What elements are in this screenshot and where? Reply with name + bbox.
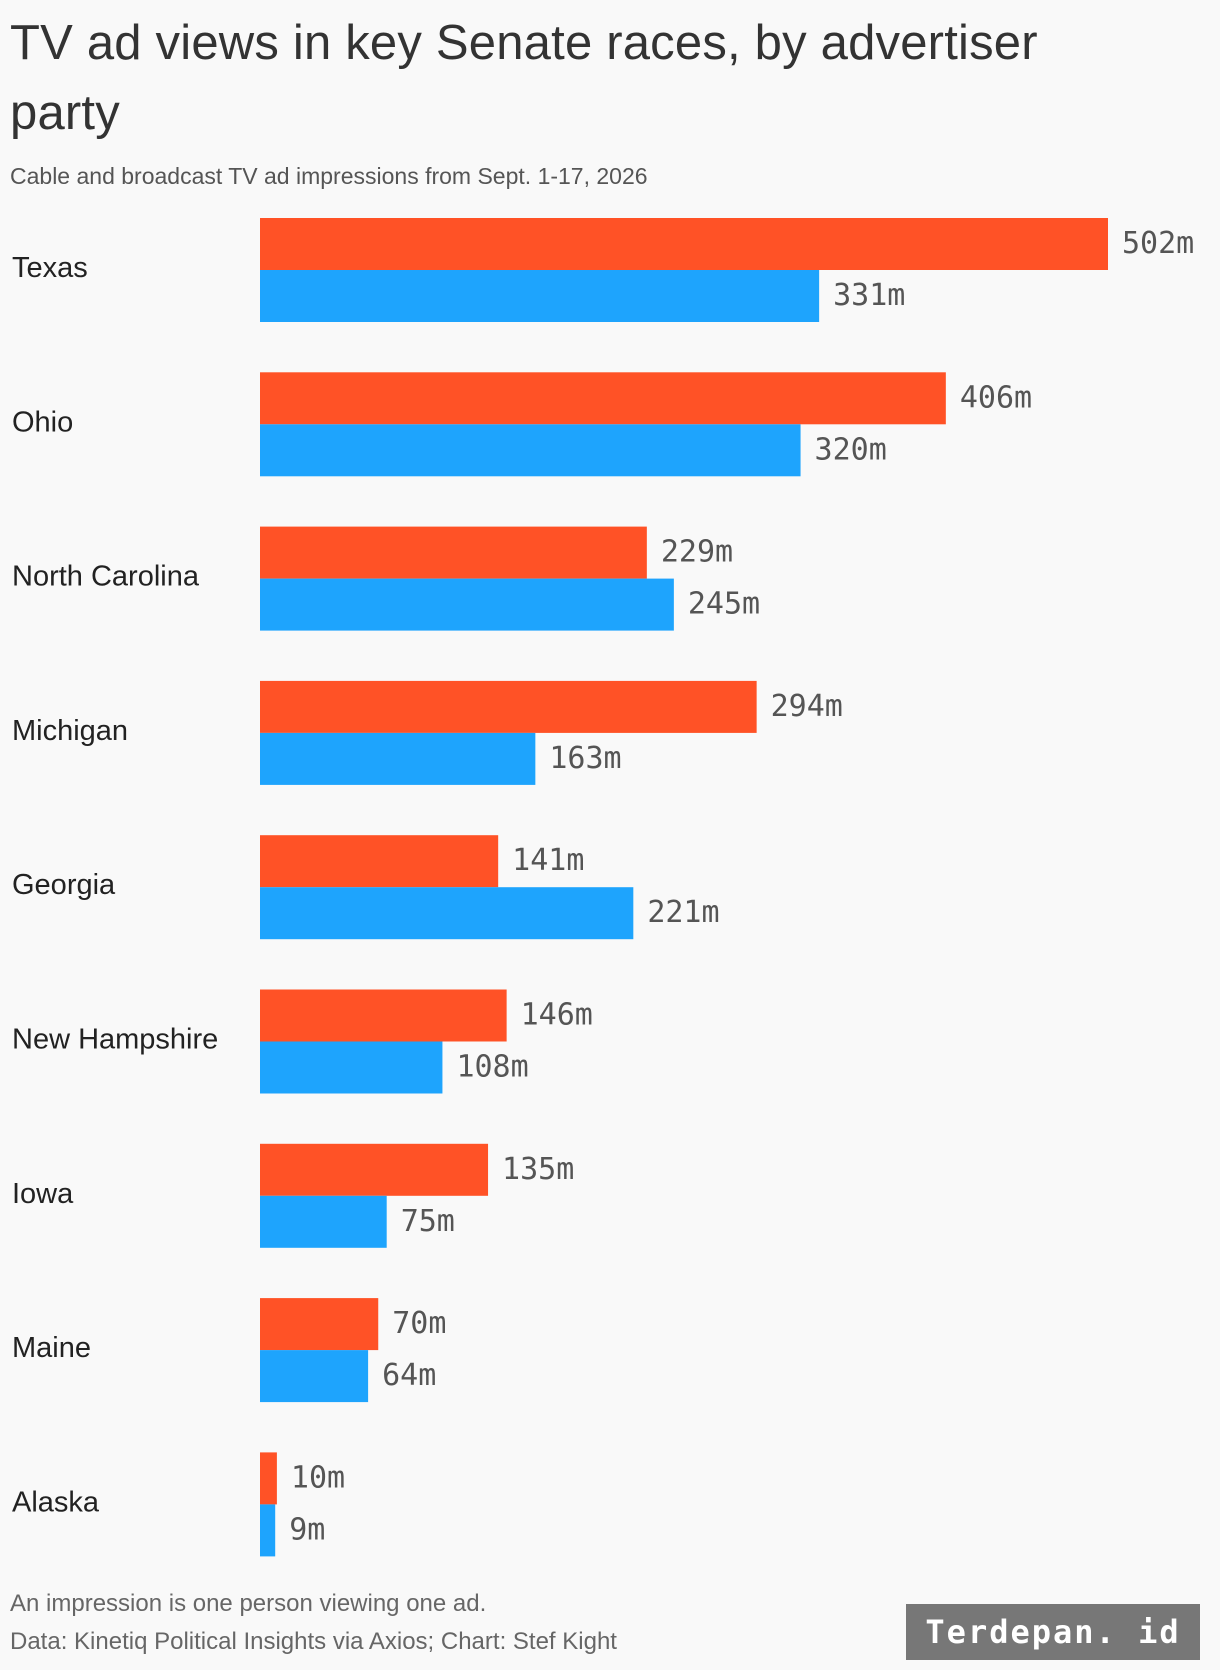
category-label: Texas bbox=[12, 252, 88, 284]
data-label: 502m bbox=[1122, 226, 1194, 261]
data-label: 108m bbox=[456, 1050, 528, 1085]
data-label: 146m bbox=[521, 998, 593, 1033]
category-label: Ohio bbox=[12, 406, 73, 438]
bar-republican bbox=[260, 1143, 489, 1196]
watermark-logo: Terdepan. id bbox=[906, 1604, 1200, 1660]
data-label: 320m bbox=[815, 432, 887, 467]
bar-republican bbox=[260, 989, 507, 1042]
source-credit: Data: Kinetiq Political Insights via Axi… bbox=[10, 1628, 617, 1655]
bar-republican bbox=[260, 218, 1108, 270]
data-label: 75m bbox=[401, 1204, 455, 1239]
data-label: 221m bbox=[647, 895, 719, 930]
data-label: 64m bbox=[382, 1358, 436, 1393]
bar-republican bbox=[260, 1452, 277, 1505]
category-label: Maine bbox=[12, 1332, 91, 1364]
category-label: Alaska bbox=[12, 1486, 100, 1518]
category-label: North Carolina bbox=[12, 561, 200, 593]
data-label: 163m bbox=[549, 741, 621, 776]
bar-republican bbox=[260, 680, 757, 733]
data-label: 294m bbox=[771, 689, 843, 724]
category-label: Georgia bbox=[12, 869, 116, 901]
bar-democrat bbox=[260, 1041, 443, 1094]
bar-republican bbox=[260, 1298, 379, 1351]
bar-democrat bbox=[260, 578, 674, 631]
category-label: Iowa bbox=[12, 1178, 74, 1210]
bar-republican bbox=[260, 372, 946, 425]
bar-republican bbox=[260, 835, 499, 888]
bar-democrat bbox=[260, 424, 801, 477]
bar-democrat bbox=[260, 1504, 276, 1557]
bar-democrat bbox=[260, 1350, 369, 1403]
bar-democrat bbox=[260, 887, 634, 940]
chart-title: TV ad views in key Senate races, by adve… bbox=[10, 16, 1038, 140]
data-label: 135m bbox=[502, 1152, 574, 1187]
data-label: 10m bbox=[291, 1460, 345, 1495]
bar-chart: Texas 502m 331m Ohio 406m 320m North Carolina 2… bbox=[12, 218, 1194, 1557]
data-label: 245m bbox=[688, 587, 760, 622]
bar-democrat bbox=[260, 270, 820, 322]
bar-democrat bbox=[260, 1195, 387, 1248]
data-label: 406m bbox=[960, 380, 1032, 415]
chart-subtitle: Cable and broadcast TV ad impressions fr… bbox=[10, 163, 648, 189]
category-label: New Hampshire bbox=[12, 1024, 218, 1056]
data-label: 9m bbox=[289, 1512, 325, 1547]
footnote-impression: An impression is one person viewing one … bbox=[10, 1590, 487, 1617]
data-label: 141m bbox=[512, 843, 584, 878]
bar-republican bbox=[260, 526, 647, 579]
data-label: 229m bbox=[661, 535, 733, 570]
data-label: 70m bbox=[392, 1306, 446, 1341]
category-label: Michigan bbox=[12, 715, 128, 747]
bar-democrat bbox=[260, 732, 536, 785]
data-label: 331m bbox=[833, 278, 905, 313]
